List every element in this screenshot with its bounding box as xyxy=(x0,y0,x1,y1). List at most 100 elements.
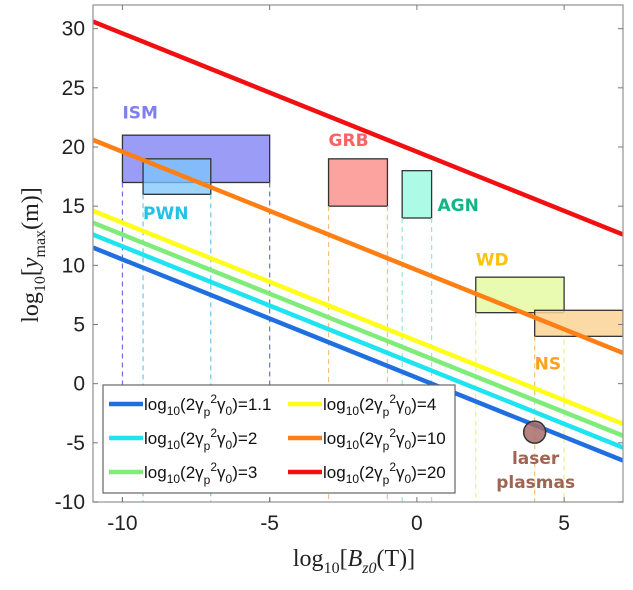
legend-label-part: (2γ xyxy=(180,429,204,448)
legend-label: log10(2γp2γ0)=2 xyxy=(144,426,257,453)
legend-label-part: 0 xyxy=(226,472,233,486)
regions-layer xyxy=(121,134,623,337)
legend-label: log10(2γp2γ0)=10 xyxy=(323,426,446,453)
legend-label-part: log xyxy=(144,429,167,448)
legend-label: log10(2γp2γ0)=1.1 xyxy=(144,392,271,419)
region-box-agn xyxy=(401,170,433,219)
legend-label-part: )=2 xyxy=(232,429,257,448)
legend-entry: log10(2γp2γ0)=4 xyxy=(288,392,436,419)
legend-label: log10(2γp2γ0)=4 xyxy=(323,392,436,419)
legend-label-part: (2γ xyxy=(359,429,383,448)
y-tick-label: 15 xyxy=(62,195,85,218)
series-line-20 xyxy=(93,19,623,237)
region-label-agn: AGN xyxy=(438,196,479,216)
region-label-ns: NS xyxy=(535,354,561,374)
y-tick-label: 10 xyxy=(62,254,85,277)
points-layer: laser plasmas xyxy=(496,420,575,493)
y-tick-label: -10 xyxy=(55,491,85,514)
legend-label: log10(2γp2γ0)=20 xyxy=(323,460,446,487)
legend-label-part: (2γ xyxy=(180,395,204,414)
legend-label-part: 0 xyxy=(226,404,233,418)
legend-label-part: γ xyxy=(217,463,226,482)
legend-label-part: log xyxy=(323,395,346,414)
legend-label-part: 10 xyxy=(167,404,181,418)
series-line-2 xyxy=(93,232,623,450)
legend-label-part: )=4 xyxy=(411,395,436,414)
region-label-grb: GRB xyxy=(329,131,369,151)
legend-label-part: p xyxy=(383,405,390,419)
y-axis-title: log10[ymax(m)] xyxy=(18,187,49,323)
legend-box xyxy=(102,384,456,494)
region-box-wd xyxy=(475,276,565,314)
legend-label-part: log xyxy=(323,463,346,482)
legend-label-part: p xyxy=(383,473,390,487)
legend-label-part: )=1.1 xyxy=(232,395,271,414)
y-tick-label: -5 xyxy=(66,432,85,455)
y-tick-label: 25 xyxy=(62,77,85,100)
y-tick-label: 0 xyxy=(73,373,85,396)
legend-label-part: 2 xyxy=(389,392,396,406)
legend-label-part: 10 xyxy=(167,472,181,486)
legend-label-part: 2 xyxy=(210,426,217,440)
y-tick-label: 5 xyxy=(73,314,85,337)
legend-label-part: (2γ xyxy=(180,463,204,482)
x-axis-title: log10[Bz0(T)] xyxy=(293,546,415,577)
region-box-grb xyxy=(327,158,389,207)
point-label-line: laser xyxy=(512,449,560,469)
y-tick-label: 20 xyxy=(62,136,85,159)
legend: log10(2γp2γ0)=1.1log10(2γp2γ0)=2log10(2γ… xyxy=(102,384,456,494)
legend-label-part: 0 xyxy=(405,404,412,418)
x-tick-label: 5 xyxy=(558,512,570,535)
legend-label: log10(2γp2γ0)=3 xyxy=(144,460,257,487)
region-label-pwn: PWN xyxy=(143,204,188,224)
x-tick-label: -10 xyxy=(107,512,137,535)
legend-label-part: 10 xyxy=(167,438,181,452)
legend-entry: log10(2γp2γ0)=2 xyxy=(109,426,257,453)
legend-entry: log10(2γp2γ0)=1.1 xyxy=(109,392,271,419)
legend-label-part: γ xyxy=(217,395,226,414)
legend-label-part: 0 xyxy=(405,472,412,486)
series-line-4 xyxy=(93,208,623,426)
legend-label-part: γ xyxy=(217,429,226,448)
legend-label-part: 2 xyxy=(389,460,396,474)
legend-label-part: 2 xyxy=(210,460,217,474)
legend-label-part: 2 xyxy=(210,392,217,406)
legend-label-part: 0 xyxy=(405,438,412,452)
legend-label-part: )=20 xyxy=(411,463,446,482)
series-line-3 xyxy=(93,220,623,438)
legend-label-part: p xyxy=(204,405,211,419)
legend-label-part: 10 xyxy=(346,404,360,418)
legend-entry: log10(2γp2γ0)=20 xyxy=(288,460,446,487)
legend-label-part: (2γ xyxy=(359,463,383,482)
legend-label-part: 0 xyxy=(226,438,233,452)
legend-entry: log10(2γp2γ0)=10 xyxy=(288,426,446,453)
legend-label-part: 2 xyxy=(389,426,396,440)
x-tick-label: -5 xyxy=(260,512,279,535)
legend-label-part: log xyxy=(323,429,346,448)
laser-plasmas-marker xyxy=(522,420,547,444)
legend-label-part: log xyxy=(144,463,167,482)
legend-label-part: )=3 xyxy=(232,463,257,482)
legend-label-part: γ xyxy=(396,463,405,482)
region-label-ism: ISM xyxy=(122,104,158,124)
legend-label-part: p xyxy=(204,439,211,453)
region-box-pwn xyxy=(142,158,212,195)
legend-label-part: p xyxy=(383,439,390,453)
legend-label-part: )=10 xyxy=(411,429,446,448)
point-label-line: plasmas xyxy=(496,473,575,493)
legend-entry: log10(2γp2γ0)=3 xyxy=(109,460,257,487)
region-label-wd: WD xyxy=(476,250,509,270)
x-tick-label: 0 xyxy=(411,512,423,535)
y-tick-label: 30 xyxy=(62,18,85,41)
series-line-10 xyxy=(93,137,623,355)
legend-label-part: 10 xyxy=(346,472,360,486)
legend-label-part: log xyxy=(144,395,167,414)
legend-label-part: γ xyxy=(396,429,405,448)
plot-frame xyxy=(92,4,624,503)
legend-label-part: γ xyxy=(396,395,405,414)
legend-label-part: p xyxy=(204,473,211,487)
legend-label-part: (2γ xyxy=(359,395,383,414)
legend-label-part: 10 xyxy=(346,438,360,452)
